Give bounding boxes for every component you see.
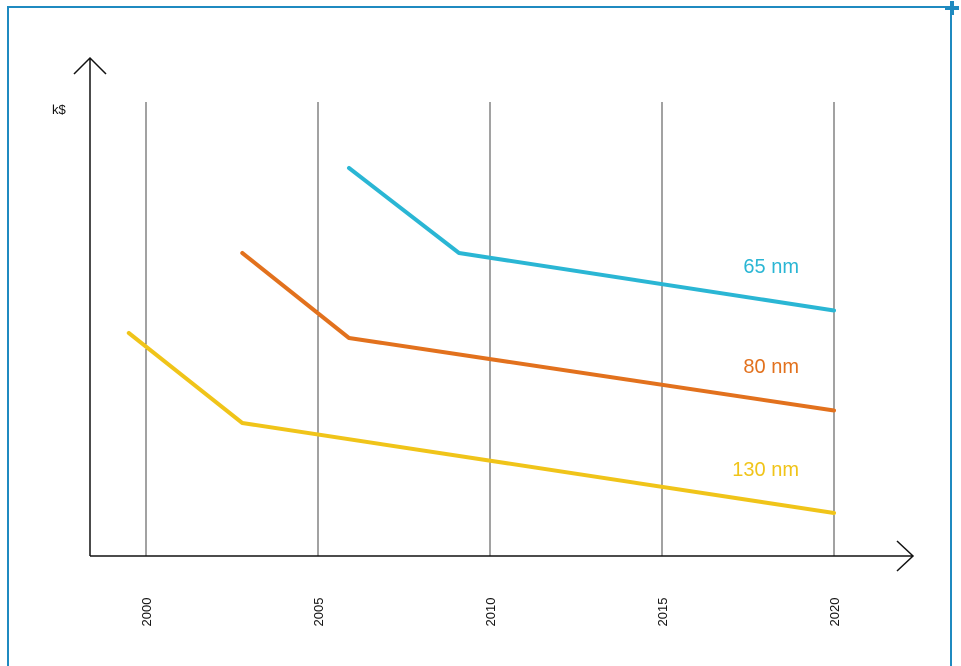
x-tick-label-2020: 2020: [827, 598, 842, 627]
x-tick-label-2005: 2005: [311, 598, 326, 627]
series-label-2: 130 nm: [732, 459, 799, 481]
series-lines: [126, 166, 836, 515]
series-label-1: 80 nm: [743, 356, 799, 378]
series-line-2: [126, 331, 836, 515]
x-tick-label-2010: 2010: [483, 598, 498, 627]
chart-frame: [7, 6, 952, 666]
series-labels: 65 nm 80 nm 130 nm: [732, 256, 799, 481]
series-label-0: 65 nm: [743, 256, 799, 278]
x-tick-labels: 2000 2005 2010 2015 2020: [139, 598, 842, 627]
series-line-1: [240, 251, 836, 413]
y-axis-unit-label: k$: [52, 102, 67, 117]
series-line-0: [347, 166, 836, 313]
x-tick-label-2015: 2015: [655, 598, 670, 627]
vertical-gridlines: [145, 102, 835, 556]
y-axis-arrow-icon: [73, 56, 107, 75]
x-axis-arrow-icon: [896, 540, 915, 572]
x-tick-label-2000: 2000: [139, 598, 154, 627]
resize-handle-icon[interactable]: [944, 0, 960, 16]
